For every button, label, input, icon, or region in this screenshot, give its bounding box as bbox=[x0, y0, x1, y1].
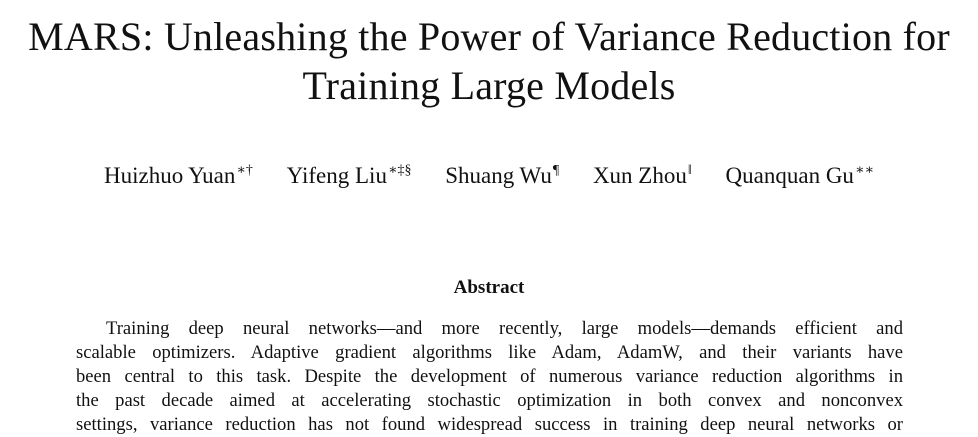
author-affiliation-marks: ∗‡§ bbox=[387, 163, 412, 178]
author-huizhuo-yuan: Huizhuo Yuan∗† bbox=[104, 160, 253, 192]
title-line-1: MARS: Unleashing the Power of Variance R… bbox=[28, 14, 950, 59]
author-name: Yifeng Liu bbox=[286, 163, 387, 188]
abstract-line: been central to this task. Despite the d… bbox=[76, 366, 903, 387]
abstract-heading: Abstract bbox=[453, 277, 525, 298]
abstract-line: Training deep neural networks—and more r… bbox=[106, 318, 903, 339]
author-xun-zhou: Xun Zhou‖ bbox=[593, 160, 692, 192]
abstract-body: Training deep neural networks—and more r… bbox=[76, 317, 903, 437]
paper-page: MARS: Unleashing the Power of Variance R… bbox=[0, 12, 978, 435]
author-name: Quanquan Gu bbox=[725, 163, 854, 188]
author-affiliation-marks: ¶ bbox=[552, 163, 560, 178]
author-name: Huizhuo Yuan bbox=[104, 163, 236, 188]
author-list: Huizhuo Yuan∗† Yifeng Liu∗‡§ Shuang Wu¶ … bbox=[0, 160, 978, 192]
author-affiliation-marks: ∗∗ bbox=[854, 163, 874, 178]
author-name: Xun Zhou bbox=[592, 163, 687, 188]
author-affiliation-marks: ∗† bbox=[236, 163, 253, 178]
abstract-line: scalable optimizers. Adaptive gradient a… bbox=[76, 342, 903, 363]
title-line-2: Training Large Models bbox=[302, 63, 676, 108]
author-name: Shuang Wu bbox=[445, 163, 552, 188]
author-yifeng-liu: Yifeng Liu∗‡§ bbox=[287, 160, 412, 192]
author-affiliation-marks: ‖ bbox=[687, 163, 692, 178]
paper-title: MARS: Unleashing the Power of Variance R… bbox=[0, 12, 978, 110]
abstract-line: the past decade aimed at accelerating st… bbox=[76, 390, 903, 411]
abstract-line: settings, variance reduction has not fou… bbox=[76, 414, 903, 435]
author-shuang-wu: Shuang Wu¶ bbox=[445, 160, 559, 192]
author-quanquan-gu: Quanquan Gu∗∗ bbox=[726, 160, 874, 192]
